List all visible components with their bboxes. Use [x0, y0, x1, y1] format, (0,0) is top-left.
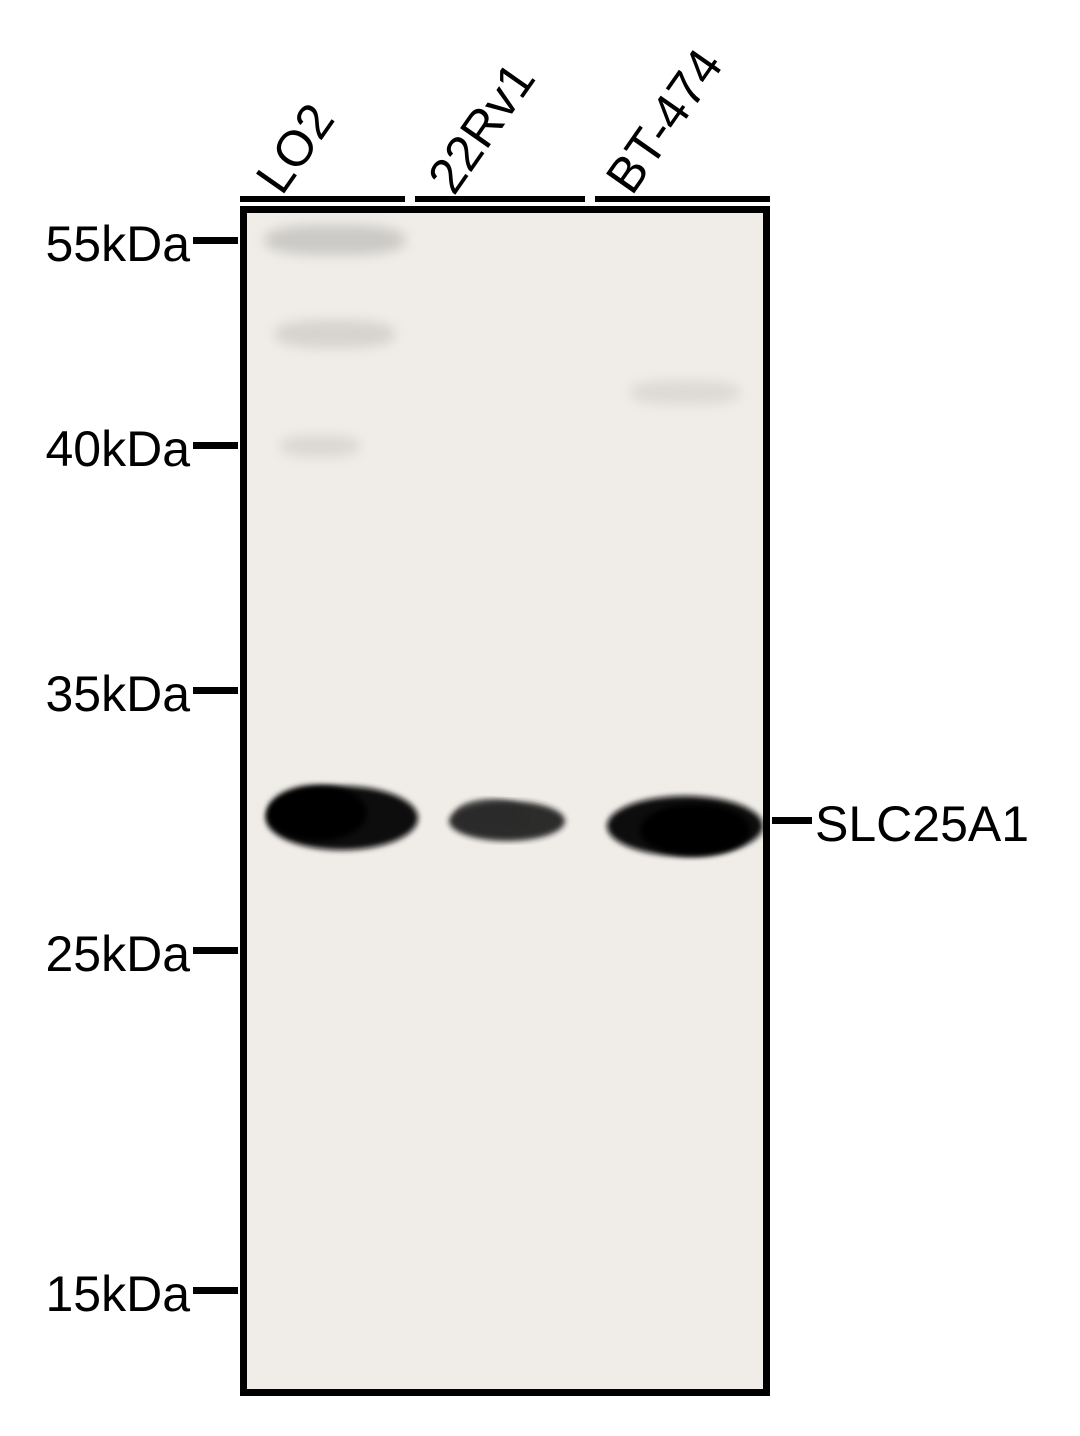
lane-underline-3 [595, 196, 770, 202]
target-label-slc25a1: SLC25A1 [815, 795, 1029, 853]
band-lane-1 [262, 780, 422, 860]
marker-tick-40 [193, 442, 238, 449]
marker-15kda: 15kDa [10, 1265, 190, 1323]
band-lane-3 [600, 790, 765, 865]
marker-tick-25 [193, 947, 238, 954]
lane-underline-1 [240, 196, 405, 202]
target-tick [772, 817, 812, 824]
marker-35kda: 35kDa [10, 665, 190, 723]
western-blot-figure: LO2 22Rv1 BT-474 55kDa 40kDa 35kDa 25kDa… [0, 0, 1080, 1436]
band-lane-2 [445, 795, 575, 850]
faint-band-4 [630, 380, 740, 405]
marker-tick-15 [193, 1287, 238, 1294]
faint-band-2 [275, 320, 395, 348]
marker-tick-55 [193, 237, 238, 244]
marker-40kda: 40kDa [10, 420, 190, 478]
marker-tick-35 [193, 687, 238, 694]
lane-label-lo2: LO2 [244, 93, 346, 204]
lane-label-bt474: BT-474 [594, 38, 734, 203]
marker-25kda: 25kDa [10, 925, 190, 983]
lane-label-22rv1: 22Rv1 [416, 52, 546, 204]
faint-band-1 [265, 225, 405, 255]
faint-band-3 [280, 435, 360, 457]
marker-55kda: 55kDa [10, 215, 190, 273]
lane-underline-2 [415, 196, 585, 202]
